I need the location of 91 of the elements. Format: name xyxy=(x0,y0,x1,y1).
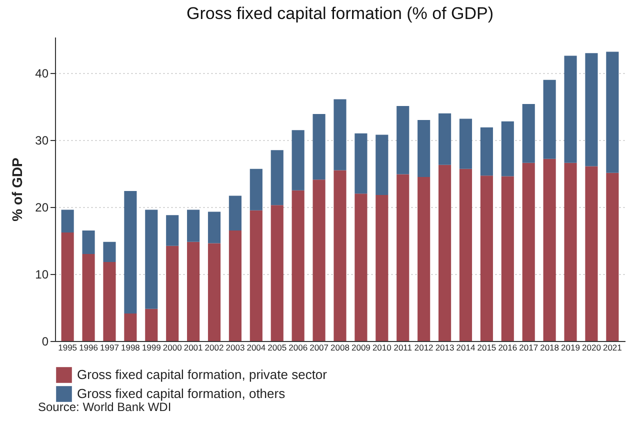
bar xyxy=(354,194,368,341)
bar xyxy=(606,172,619,341)
x-tick-label: 2015 xyxy=(477,342,496,352)
y-tick-label: 40 xyxy=(35,66,49,81)
x-tick-label: 1999 xyxy=(142,342,162,352)
x-tick-label: 2000 xyxy=(162,342,182,352)
legend-label: Gross fixed capital formation, private sector xyxy=(77,367,328,382)
x-tick-label: 2021 xyxy=(602,342,622,352)
bar xyxy=(312,180,326,341)
bar xyxy=(250,168,262,210)
x-tick-label: 1998 xyxy=(120,342,140,352)
bar xyxy=(543,80,556,159)
bar xyxy=(376,134,388,196)
bar xyxy=(606,52,619,173)
bar xyxy=(334,99,346,170)
x-tick-label: 2019 xyxy=(561,342,580,352)
bar xyxy=(166,246,179,341)
source-note: Source: World Bank WDI xyxy=(38,400,172,414)
x-tick-label: 2006 xyxy=(288,342,308,352)
bar xyxy=(334,170,346,341)
bar xyxy=(459,118,472,169)
x-tick-label: 1997 xyxy=(100,342,120,352)
bar xyxy=(187,210,200,242)
bar xyxy=(522,104,535,163)
x-tick-label: 2016 xyxy=(498,342,518,352)
bar xyxy=(312,114,326,180)
bar xyxy=(418,120,430,177)
y-tick-label: 0 xyxy=(42,334,49,348)
bar xyxy=(543,158,556,341)
bar xyxy=(438,164,452,341)
bar xyxy=(564,56,577,163)
x-tick-label: 2013 xyxy=(435,342,454,352)
x-tick-label: 2020 xyxy=(582,342,602,352)
bar xyxy=(61,232,74,341)
bar xyxy=(292,190,304,341)
bar xyxy=(270,150,284,206)
chart-title: Gross fixed capital formation (% of GDP) xyxy=(186,4,494,23)
bar xyxy=(501,176,514,341)
bar xyxy=(166,215,179,246)
x-tick-label: 2017 xyxy=(519,342,538,352)
bar xyxy=(145,210,158,309)
bar xyxy=(82,254,95,341)
bar xyxy=(228,230,242,341)
bar xyxy=(418,176,430,341)
x-tick-label: 2012 xyxy=(414,342,434,352)
x-tick-label: 2003 xyxy=(226,342,245,352)
x-tick-label: 2010 xyxy=(372,342,392,352)
y-tick-label: 10 xyxy=(35,268,49,282)
x-tick-label: 2014 xyxy=(456,342,476,352)
bar xyxy=(103,262,116,341)
bar xyxy=(480,127,493,176)
bar xyxy=(522,162,535,341)
x-tick-label: 2001 xyxy=(184,342,204,352)
bar xyxy=(250,210,262,341)
bar xyxy=(208,212,221,244)
bar xyxy=(585,53,598,166)
bar xyxy=(187,242,200,341)
x-tick-label: 2018 xyxy=(540,342,560,352)
bar xyxy=(376,195,388,341)
x-tick-label: 2008 xyxy=(330,342,350,352)
x-tick-label: 2011 xyxy=(394,342,412,352)
bar xyxy=(438,113,452,165)
bar xyxy=(124,314,137,341)
x-tick-label: 2007 xyxy=(310,342,329,352)
bar xyxy=(103,242,116,262)
x-tick-label: 2002 xyxy=(204,342,224,352)
y-tick-label: 20 xyxy=(35,200,49,215)
bar xyxy=(564,162,577,341)
x-tick-label: 1996 xyxy=(79,342,98,352)
legend-label: Gross fixed capital formation, others xyxy=(77,386,286,401)
bar xyxy=(61,210,74,233)
bar xyxy=(585,166,598,341)
bar xyxy=(208,243,221,341)
bar xyxy=(480,176,493,341)
bar xyxy=(145,308,158,341)
x-tick-label: 2009 xyxy=(351,342,371,352)
bar xyxy=(124,191,137,314)
bar xyxy=(292,130,304,190)
bar xyxy=(82,230,95,254)
bar xyxy=(354,133,368,194)
x-tick-label: 1995 xyxy=(58,342,78,352)
bar xyxy=(396,106,410,174)
bar xyxy=(459,168,472,341)
bar xyxy=(501,121,514,176)
x-tick-label: 2005 xyxy=(268,342,287,352)
y-axis-title: % of GDP xyxy=(9,158,26,222)
bar xyxy=(228,196,242,231)
bar xyxy=(396,174,410,341)
bar xyxy=(270,205,284,341)
y-tick-label: 30 xyxy=(35,134,49,148)
x-tick-label: 2004 xyxy=(246,342,266,352)
